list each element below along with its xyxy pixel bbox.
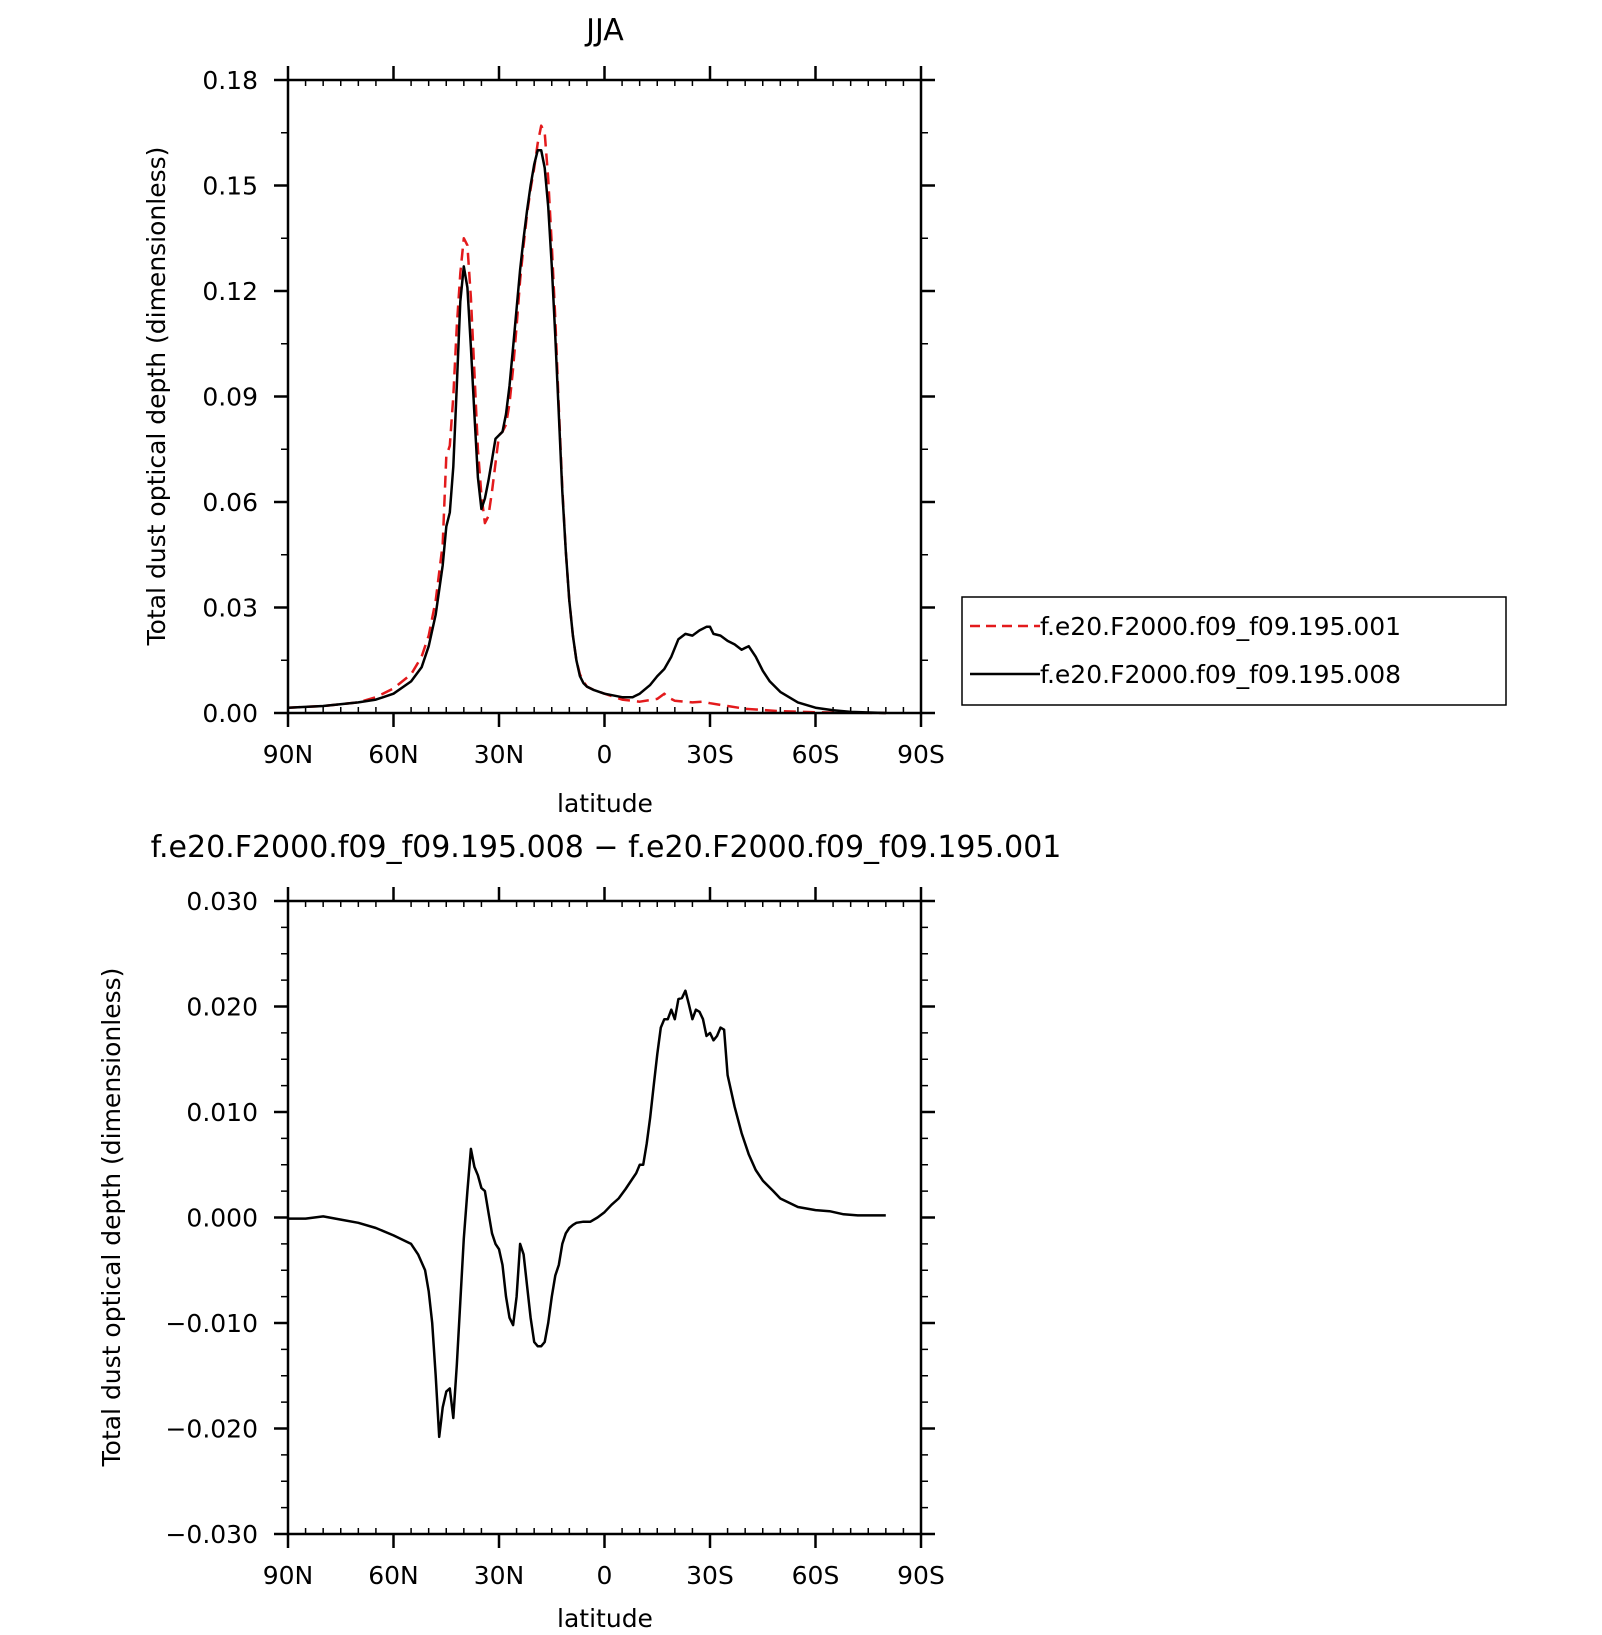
legend: f.e20.F2000.f09_f09.195.001 f.e20.F2000.… <box>961 596 1507 706</box>
panel-difference: f.e20.F2000.f09_f09.195.008 − f.e20.F200… <box>97 830 1061 1633</box>
panel1-title: JJA <box>584 13 624 48</box>
x-tick-label: 60S <box>792 1561 840 1590</box>
panel1-x-axis-label: latitude <box>557 789 653 818</box>
panel2-x-axis-label: latitude <box>557 1604 653 1633</box>
x-tick-label: 30S <box>686 740 734 769</box>
x-tick-label: 90N <box>263 1561 314 1590</box>
panel2-minor-ticks <box>281 901 928 1534</box>
y-tick-label: −0.030 <box>165 1520 258 1549</box>
x-tick-label: 90N <box>263 740 314 769</box>
y-tick-label: −0.020 <box>165 1415 258 1444</box>
panel-mean-aod: JJA 90N 60N 30N 0 30S 60S 90S 0.00 0.03 0.06 0.09… <box>142 13 1507 818</box>
panel2-y-tick-labels: −0.030 −0.020 −0.010 0.000 0.010 0.020 0.030 <box>165 887 258 1549</box>
series-line-0-1 <box>287 149 886 715</box>
y-tick-label: 0.03 <box>202 594 258 623</box>
legend-box <box>961 596 1507 706</box>
y-tick-label: 0.18 <box>202 66 258 95</box>
x-tick-label: 30N <box>474 740 525 769</box>
legend-label-series-008: f.e20.F2000.f09_f09.195.008 <box>1040 660 1401 689</box>
panel2-series-lines <box>288 989 886 1439</box>
x-tick-label: 60N <box>368 740 419 769</box>
y-tick-label: 0.00 <box>202 699 258 728</box>
panel1-series-lines <box>287 124 886 715</box>
panel1-minor-ticks <box>281 80 928 713</box>
x-tick-label: 90S <box>897 740 945 769</box>
panel1-y-tick-labels: 0.00 0.03 0.06 0.09 0.12 0.15 0.18 <box>202 66 258 728</box>
panel2-y-axis-label: Total dust optical depth (dimensionless) <box>97 968 126 1468</box>
y-tick-label: 0.020 <box>186 993 258 1022</box>
y-tick-label: 0.06 <box>202 488 258 517</box>
x-tick-label: 90S <box>897 1561 945 1590</box>
panel2-title: f.e20.F2000.f09_f09.195.008 − f.e20.F200… <box>151 830 1062 865</box>
x-tick-label: 0 <box>597 1561 613 1590</box>
panel1-y-axis-label: Total dust optical depth (dimensionless) <box>142 147 171 647</box>
panel1-major-ticks <box>274 66 935 727</box>
y-tick-label: −0.010 <box>165 1309 258 1338</box>
y-tick-label: 0.010 <box>186 1098 258 1127</box>
panel2-x-tick-labels: 90N 60N 30N 0 30S 60S 90S <box>263 1561 945 1590</box>
x-tick-label: 30S <box>686 1561 734 1590</box>
x-tick-label: 0 <box>597 740 613 769</box>
y-tick-label: 0.15 <box>202 172 258 201</box>
panel2-major-ticks <box>274 887 935 1548</box>
series-line-1-0 <box>288 989 886 1439</box>
x-tick-label: 30N <box>474 1561 525 1590</box>
legend-label-series-001: f.e20.F2000.f09_f09.195.001 <box>1040 612 1401 641</box>
series-line-0-0 <box>287 124 886 715</box>
x-tick-label: 60N <box>368 1561 419 1590</box>
x-tick-label: 60S <box>792 740 840 769</box>
y-tick-label: 0.09 <box>202 383 258 412</box>
panel1-x-tick-labels: 90N 60N 30N 0 30S 60S 90S <box>263 740 945 769</box>
panel1-plot-frame <box>286 78 923 715</box>
panel2-plot-frame <box>286 899 923 1536</box>
y-tick-label: 0.030 <box>186 887 258 916</box>
y-tick-label: 0.000 <box>186 1204 258 1233</box>
y-tick-label: 0.12 <box>202 277 258 306</box>
